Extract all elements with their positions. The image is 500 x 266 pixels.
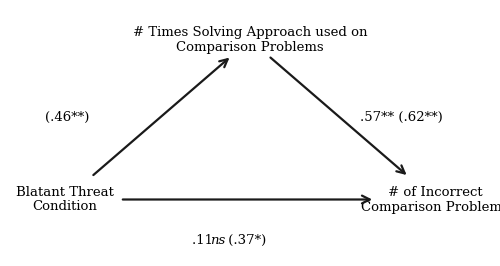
Text: (.37*): (.37*) [224,234,266,247]
Text: (.46**): (.46**) [45,111,90,123]
Text: Blatant Threat
Condition: Blatant Threat Condition [16,185,114,214]
Text: ns: ns [210,234,225,247]
Text: # Times Solving Approach used on
Comparison Problems: # Times Solving Approach used on Compari… [133,26,367,54]
Text: .11: .11 [192,234,218,247]
Text: # of Incorrect
Comparison Problems: # of Incorrect Comparison Problems [361,185,500,214]
Text: .57** (.62**): .57** (.62**) [360,111,443,123]
